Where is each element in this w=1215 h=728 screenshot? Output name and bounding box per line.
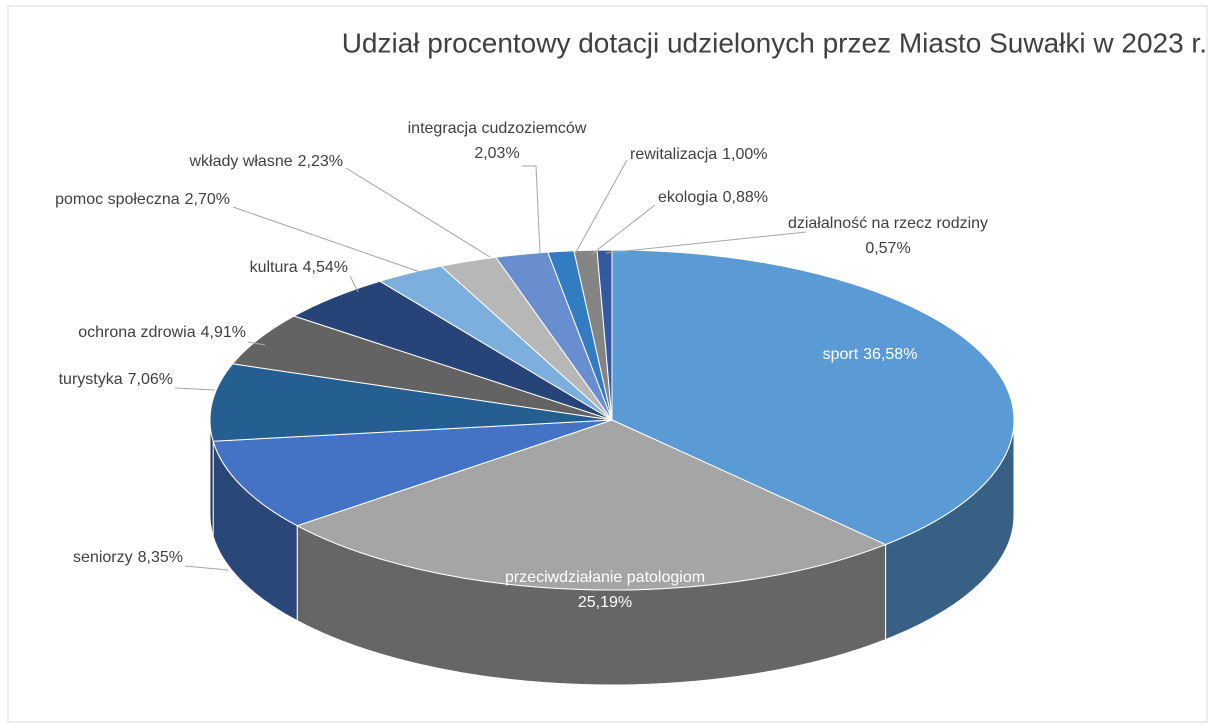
leader-line <box>247 341 266 346</box>
data-label-category: ekologia <box>658 189 718 206</box>
data-label-category: integracja cudzoziemców <box>408 120 587 137</box>
data-label-value: 36,58% <box>863 346 917 363</box>
leader-line <box>574 159 628 255</box>
data-label: ochrona zdrowia 4,91% <box>78 324 246 341</box>
data-label: wkłady własne 2,23% <box>188 153 343 170</box>
data-label-value: 1,00% <box>722 146 767 163</box>
data-label-value: 2,23% <box>298 153 343 170</box>
data-label-value: 25,19% <box>578 594 632 611</box>
slice <box>209 363 613 442</box>
data-label-value: 7,06% <box>128 371 173 388</box>
data-label-category: wkłady własne <box>188 153 292 170</box>
leader-line <box>349 275 359 293</box>
data-label: kultura 4,54% <box>250 259 348 276</box>
leader-line <box>232 206 421 273</box>
data-label: turystyka 7,06% <box>59 371 173 388</box>
leader-line <box>345 167 491 258</box>
slice <box>295 419 887 591</box>
leader-line <box>184 565 229 571</box>
chart-title: Udział procentowy dotacji udzielonych pr… <box>342 27 1207 58</box>
data-label-value: 4,54% <box>303 259 348 276</box>
data-label-value: 2,70% <box>185 191 230 208</box>
data-label-category: sport <box>823 346 859 363</box>
data-label-category: działalność na rzecz rodziny <box>788 215 988 232</box>
data-label-category: pomoc społeczna <box>55 191 180 208</box>
slice <box>212 419 613 527</box>
data-label: sport 36,58% <box>823 346 918 363</box>
data-label-category: rewitalizacja <box>630 146 717 163</box>
data-label-category: przeciwdziałanie patologiom <box>505 569 705 586</box>
data-label-value: 0,57% <box>865 240 910 257</box>
data-label: ekologia 0,88% <box>658 189 768 206</box>
data-label-value: 8,35% <box>138 549 183 566</box>
data-label-value: 0,88% <box>723 189 768 206</box>
data-label-category: seniorzy <box>73 549 133 566</box>
data-label-value: 2,03% <box>474 145 519 162</box>
data-label-category: ochrona zdrowia <box>78 324 196 341</box>
data-label: rewitalizacja 1,00% <box>630 146 768 163</box>
leader-line <box>591 204 656 255</box>
leader-line <box>522 165 541 254</box>
data-label: pomoc społeczna 2,70% <box>55 191 230 208</box>
slice <box>611 249 1015 546</box>
data-label: seniorzy 8,35% <box>73 549 183 566</box>
data-label-category: turystyka <box>59 371 123 388</box>
leader-line <box>605 231 807 254</box>
data-label-category: kultura <box>250 259 298 276</box>
data-label-value: 4,91% <box>201 324 246 341</box>
leader-line <box>174 387 216 391</box>
